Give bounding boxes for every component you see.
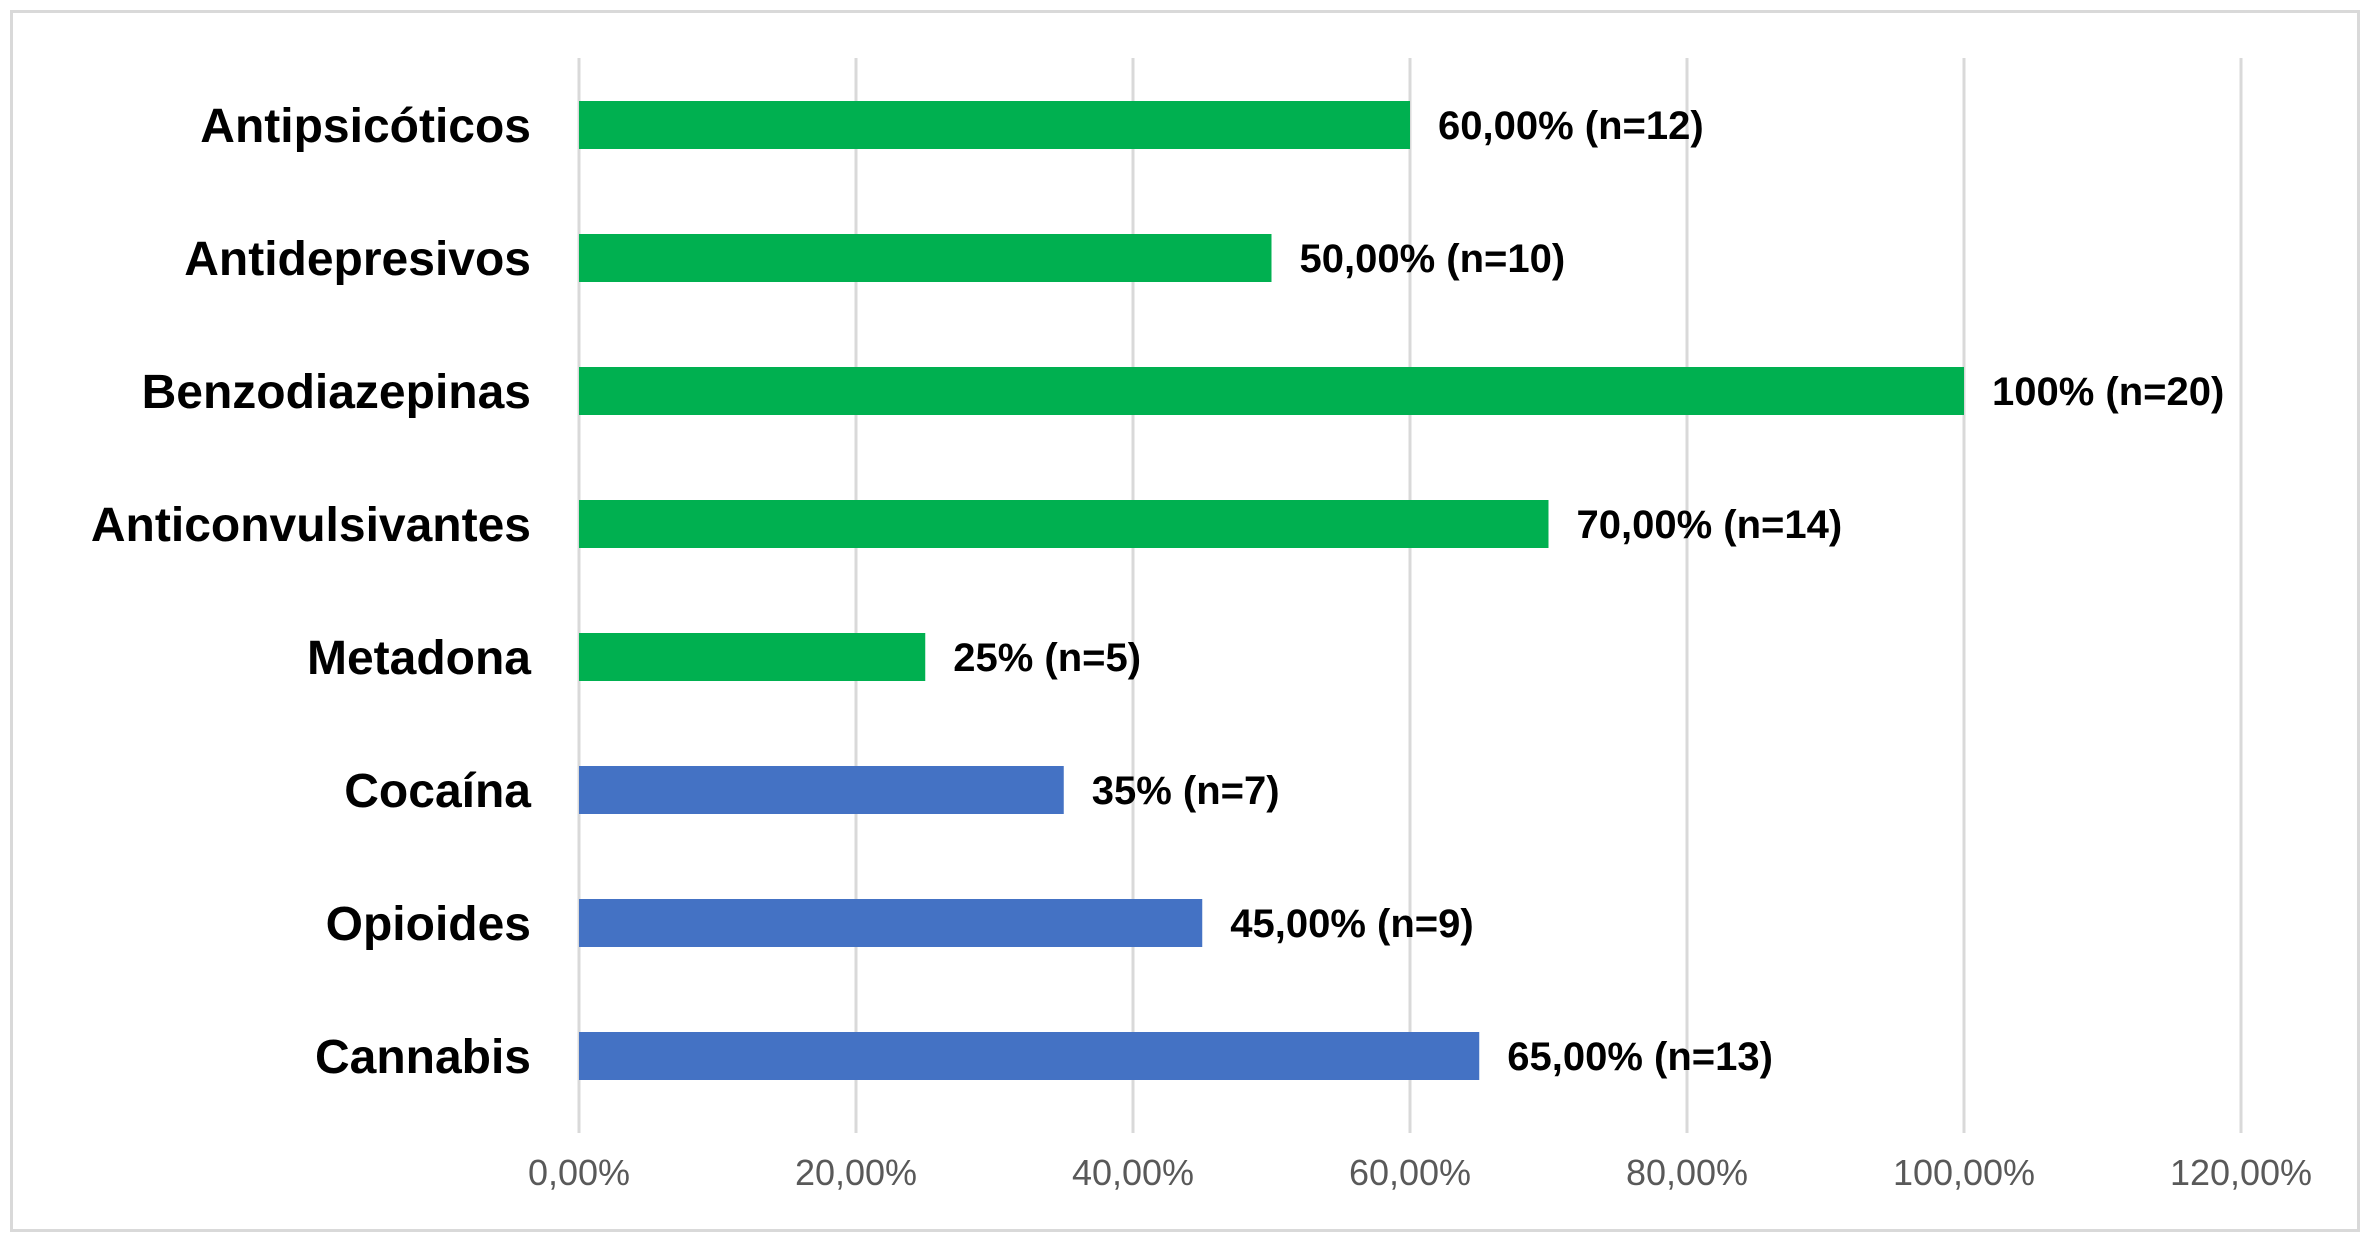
category-label: Antipsicóticos: [200, 100, 531, 153]
x-axis-tick-labels: 0,00% 20,00% 40,00% 60,00% 80,00% 100,00% 120,…: [528, 1152, 2312, 1193]
bar: [579, 633, 926, 681]
x-tick-label: 120,00%: [2170, 1152, 2312, 1193]
bars: [579, 101, 1964, 1080]
data-label: 50,00% (n=10): [1300, 237, 1566, 281]
category-label: Metadona: [307, 632, 531, 685]
x-tick-label: 40,00%: [1072, 1152, 1194, 1193]
data-label: 45,00% (n=9): [1230, 902, 1473, 946]
bar: [579, 899, 1203, 947]
data-labels: 60,00% (n=12) 50,00% (n=10) 100% (n=20) 70,…: [953, 104, 2224, 1079]
data-label: 25% (n=5): [953, 636, 1141, 680]
chart-frame: Antipsicóticos Antidepresivos Benzodiazepi…: [10, 10, 2360, 1232]
bar: [579, 1032, 1480, 1080]
gridlines: [577, 58, 2243, 1133]
category-label: Opioides: [326, 898, 531, 951]
data-label: 100% (n=20): [1992, 370, 2224, 414]
category-label: Anticonvulsivantes: [91, 499, 531, 552]
x-tick-label: 80,00%: [1626, 1152, 1748, 1193]
data-label: 65,00% (n=13): [1507, 1035, 1773, 1079]
x-tick-label: 0,00%: [528, 1152, 630, 1193]
bar: [579, 234, 1272, 282]
x-tick-label: 60,00%: [1349, 1152, 1471, 1193]
bar: [579, 101, 1410, 149]
category-label: Cocaína: [344, 765, 531, 818]
data-label: 60,00% (n=12): [1438, 104, 1704, 148]
data-label: 70,00% (n=14): [1577, 503, 1843, 547]
x-tick-label: 20,00%: [795, 1152, 917, 1193]
category-label: Antidepresivos: [184, 233, 531, 286]
bar: [579, 500, 1549, 548]
bar: [579, 367, 1964, 415]
category-label: Cannabis: [315, 1031, 531, 1084]
category-labels: Antipsicóticos Antidepresivos Benzodiazepi…: [91, 100, 531, 1084]
x-tick-label: 100,00%: [1893, 1152, 2035, 1193]
category-label: Benzodiazepinas: [142, 366, 531, 419]
bar-chart: Antipsicóticos Antidepresivos Benzodiazepi…: [91, 58, 2312, 1193]
data-label: 35% (n=7): [1092, 769, 1280, 813]
bar: [579, 766, 1064, 814]
